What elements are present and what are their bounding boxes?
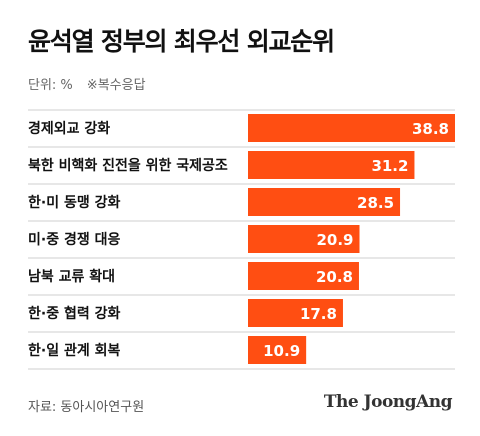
bar [248, 225, 360, 253]
chart-meta: 단위: % ※복수응답 [28, 74, 146, 93]
multi-response-note: ※복수응답 [86, 78, 146, 93]
bar [248, 299, 343, 327]
value-label: 20.9 [316, 231, 353, 249]
category-label: 남북 교류 확대 [28, 268, 115, 285]
value-label: 17.8 [300, 305, 337, 323]
category-label: 한·중 협력 강화 [28, 305, 120, 322]
unit-note: 단위: % [28, 78, 73, 93]
value-label: 10.9 [263, 342, 300, 360]
category-label: 미·중 경쟁 대응 [28, 231, 120, 248]
bar [248, 151, 415, 179]
bar [248, 114, 455, 142]
value-label: 28.5 [357, 194, 394, 212]
category-label: 한·일 관계 회복 [28, 342, 120, 359]
value-label: 20.8 [316, 268, 353, 286]
source-note: 자료: 동아시아연구원 [28, 400, 145, 415]
chart-title: 윤석열 정부의 최우선 외교순위 [28, 27, 335, 56]
bar [248, 188, 401, 216]
category-label: 북한 비핵화 진전을 위한 국제공조 [28, 157, 228, 174]
value-label: 38.8 [412, 120, 449, 138]
bar [248, 262, 359, 290]
brand-logo: The JoongAng [323, 392, 453, 412]
category-label: 경제외교 강화 [28, 120, 110, 137]
bar [248, 336, 307, 364]
value-label: 31.2 [371, 157, 408, 175]
category-label: 한·미 동맹 강화 [28, 194, 120, 211]
